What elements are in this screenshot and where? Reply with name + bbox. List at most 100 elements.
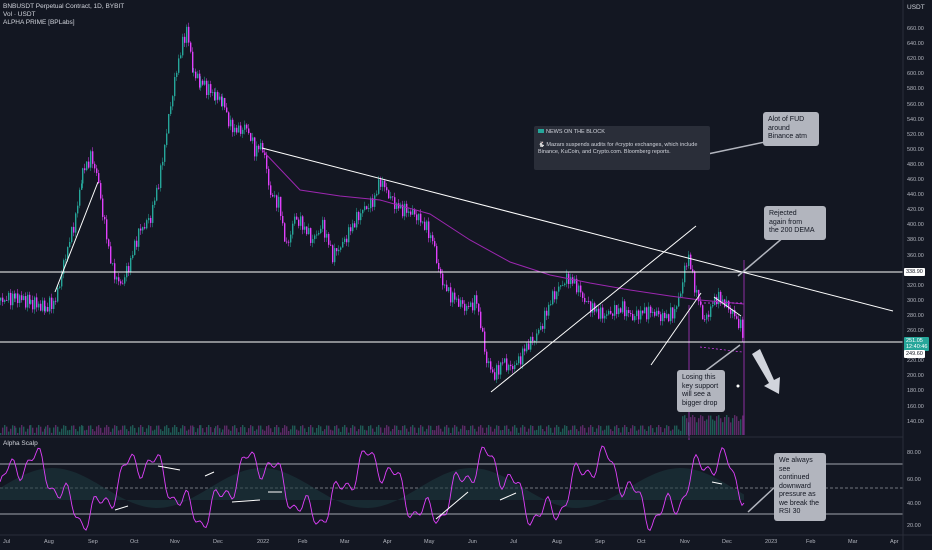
time-tick-label: Sep bbox=[88, 539, 98, 545]
candle-body bbox=[674, 309, 676, 319]
volume-bar bbox=[140, 425, 142, 435]
volume-bar bbox=[164, 426, 166, 435]
candle-body bbox=[718, 291, 720, 305]
candle-body bbox=[480, 311, 482, 328]
volume-bar bbox=[215, 426, 217, 435]
volume-bar bbox=[188, 429, 190, 435]
callout-fud-line: Binance atm bbox=[768, 133, 807, 140]
candle-body bbox=[53, 300, 55, 309]
candle-body bbox=[274, 195, 276, 197]
volume-bar bbox=[156, 425, 158, 435]
volume-bar bbox=[238, 432, 240, 435]
candle-body bbox=[438, 262, 440, 269]
time-tick-label: Apr bbox=[890, 539, 899, 545]
volume-bar bbox=[280, 432, 282, 435]
time-tick-label: Feb bbox=[806, 539, 816, 545]
volume-bar bbox=[330, 429, 332, 435]
volume-bar bbox=[146, 428, 148, 435]
callout-pointer-rejected bbox=[737, 235, 786, 277]
callout-fud[interactable]: Alot of FUD around Binance atm bbox=[763, 112, 819, 146]
volume-bar bbox=[624, 425, 626, 435]
volume-bar bbox=[552, 432, 554, 435]
candle-body bbox=[142, 227, 144, 231]
volume-bar bbox=[482, 427, 484, 435]
candle-body bbox=[256, 145, 258, 157]
rising-trendline-right[interactable] bbox=[650, 292, 702, 366]
oscillator-title[interactable]: Alpha Scalp bbox=[3, 440, 38, 447]
volume-bar bbox=[514, 425, 516, 435]
candle-body bbox=[534, 340, 536, 342]
volume-bar bbox=[53, 427, 55, 435]
candle-body bbox=[330, 244, 332, 246]
oscillator-tick-label: 60.00 bbox=[907, 477, 921, 483]
volume-bar bbox=[118, 430, 120, 435]
candle-body bbox=[300, 216, 302, 226]
down-arrow-icon bbox=[752, 349, 780, 394]
candle-body bbox=[656, 310, 658, 316]
candle-body bbox=[356, 212, 358, 228]
candle-body bbox=[640, 310, 642, 320]
volume-bar bbox=[316, 427, 318, 435]
volume-bar bbox=[61, 428, 63, 435]
candle-body bbox=[162, 161, 164, 166]
volume-bar bbox=[740, 419, 742, 435]
volume-bar bbox=[426, 428, 428, 435]
volume-bar bbox=[642, 425, 644, 435]
volume-bar bbox=[212, 432, 214, 435]
candle-body bbox=[178, 58, 180, 73]
callout-losing-support[interactable]: Losing this key support will see a bigge… bbox=[677, 370, 725, 412]
candle-body bbox=[518, 356, 520, 364]
candle-body bbox=[410, 211, 412, 215]
volume-bar bbox=[566, 425, 568, 435]
volume-bar bbox=[382, 432, 384, 435]
volume-bar bbox=[322, 431, 324, 435]
volume-bar bbox=[162, 431, 164, 435]
candle-body bbox=[372, 198, 374, 207]
alpha-prime-indicator-label[interactable]: ALPHA PRIME [BPLabs] bbox=[3, 19, 75, 26]
rising-trendline-mid[interactable] bbox=[490, 225, 697, 393]
volume-indicator-label[interactable]: Vol · USDT bbox=[3, 11, 36, 18]
candle-body bbox=[412, 209, 414, 215]
volume-bar bbox=[264, 430, 266, 435]
divergence-line bbox=[204, 471, 215, 477]
callout-rejected[interactable]: Rejected again from the 200 DEMA bbox=[764, 206, 826, 240]
symbol-title[interactable]: BNBUSDT Perpetual Contract, 1D, BYBIT bbox=[3, 3, 125, 10]
callout-rsi[interactable]: We always see continued downward pressur… bbox=[774, 453, 826, 521]
rising-trendline-left[interactable] bbox=[54, 181, 99, 293]
candle-body bbox=[710, 306, 712, 317]
volume-bar bbox=[516, 427, 518, 435]
volume-bar bbox=[600, 426, 602, 435]
volume-bar bbox=[480, 425, 482, 435]
candle-body bbox=[336, 248, 338, 252]
volume-bar bbox=[71, 425, 73, 435]
volume-bar bbox=[528, 428, 530, 435]
candle-body bbox=[742, 319, 744, 338]
candle-body bbox=[648, 306, 650, 320]
callout-losing-line: will see a bbox=[682, 391, 711, 398]
candle-body bbox=[298, 219, 300, 226]
descending-trendline[interactable] bbox=[261, 147, 894, 312]
candle-body bbox=[324, 219, 326, 238]
volume-bar bbox=[38, 425, 40, 435]
candle-body bbox=[280, 196, 282, 217]
candle-body bbox=[88, 161, 90, 168]
candle-body bbox=[284, 223, 286, 242]
volume-bar bbox=[168, 428, 170, 435]
candle-body bbox=[720, 291, 722, 302]
volume-bar bbox=[172, 427, 174, 435]
volume-bar bbox=[374, 431, 376, 435]
candle-body bbox=[94, 163, 96, 169]
candle-body bbox=[542, 326, 544, 329]
volume-bar bbox=[492, 431, 494, 435]
news-box[interactable]: NEWS ON THE BLOCK 🐇 Mazars suspends audi… bbox=[534, 126, 710, 170]
candle-body bbox=[604, 315, 606, 319]
volume-bar bbox=[628, 432, 630, 435]
volume-bar bbox=[498, 425, 500, 435]
candle-body bbox=[19, 295, 21, 303]
callout-pointer-fud bbox=[702, 141, 766, 156]
callout-rsi-line: we break the bbox=[779, 499, 820, 507]
price-tick-label: 660.00 bbox=[907, 26, 924, 32]
volume-bar bbox=[186, 430, 188, 435]
channel-line-top[interactable] bbox=[713, 296, 742, 317]
